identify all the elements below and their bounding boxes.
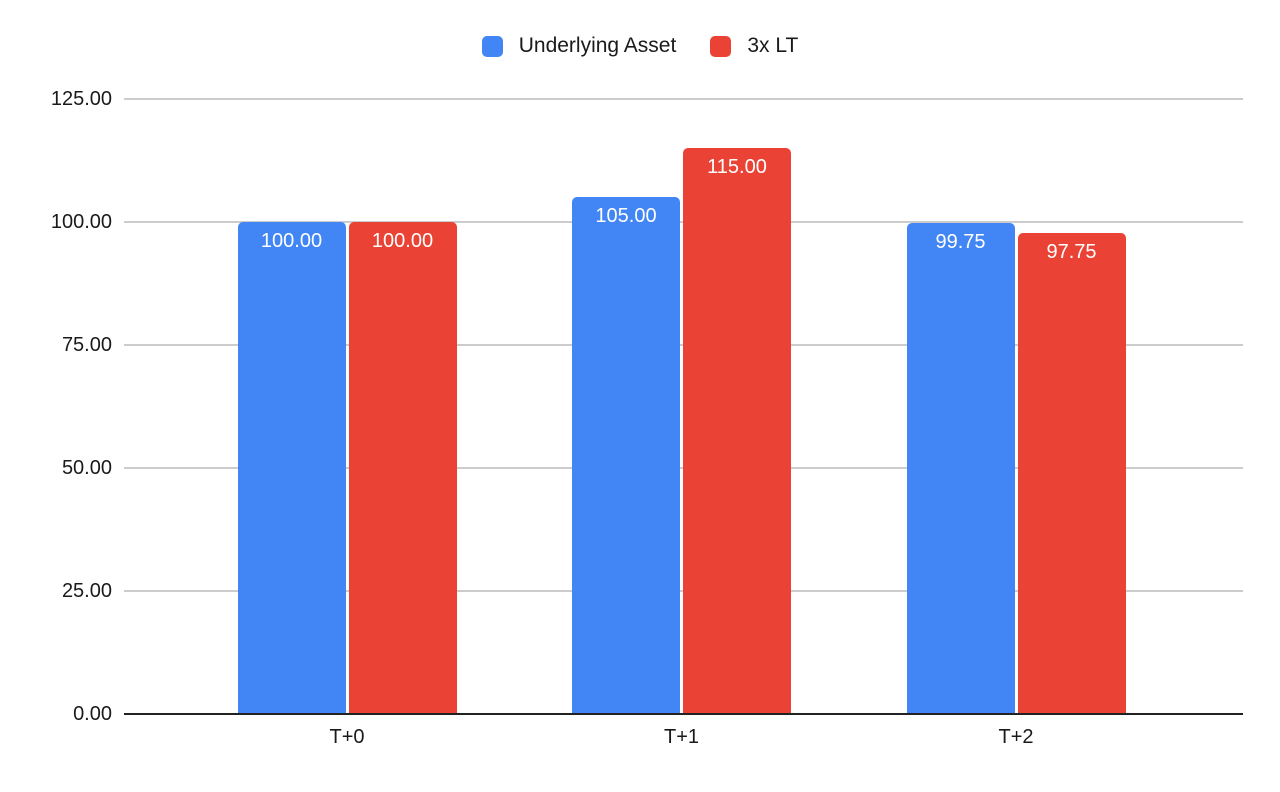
legend-item-3x-lt[interactable]: 3x LT (710, 34, 798, 58)
y-axis-tick-label: 0.00 (73, 703, 112, 725)
bar-underlying-asset-t-1[interactable] (572, 197, 680, 714)
legend-label: Underlying Asset (518, 34, 677, 57)
y-axis-tick-label: 50.00 (61, 457, 112, 479)
legend-swatch-icon (710, 35, 732, 57)
x-axis-tick-label: T+1 (663, 726, 700, 748)
x-axis-tick-label: T+2 (998, 726, 1034, 748)
bar-value-label: 105.00 (595, 205, 657, 228)
legend-item-underlying-asset[interactable]: Underlying Asset (481, 34, 677, 58)
y-axis-tick-label: 125.00 (50, 88, 112, 110)
y-axis-tick-label: 75.00 (61, 334, 112, 356)
y-axis-tick-label: 100.00 (50, 211, 112, 233)
chart-legend: Underlying Asset 3x LT (0, 34, 1280, 58)
bar-underlying-asset-t-0[interactable] (237, 222, 346, 714)
x-axis-tick-label: T+0 (329, 726, 365, 748)
bar-value-label: 100.00 (371, 230, 434, 252)
x-axis-line (124, 713, 1243, 715)
gridline (124, 98, 1243, 100)
bar-value-label: 97.75 (1046, 241, 1097, 264)
legend-swatch-icon (481, 35, 503, 57)
y-axis-tick-label: 25.00 (61, 580, 112, 602)
bar-3x-lt-t-1[interactable] (683, 148, 791, 714)
bar-3x-lt-t-2[interactable] (1017, 233, 1126, 714)
bar-3x-lt-t-0[interactable] (348, 222, 457, 714)
bar-value-label: 115.00 (707, 156, 767, 179)
legend-label: 3x LT (747, 34, 799, 57)
bar-value-label: 100.00 (260, 230, 323, 252)
bar-value-label: 99.75 (935, 231, 986, 254)
bar-underlying-asset-t-2[interactable] (906, 223, 1015, 714)
